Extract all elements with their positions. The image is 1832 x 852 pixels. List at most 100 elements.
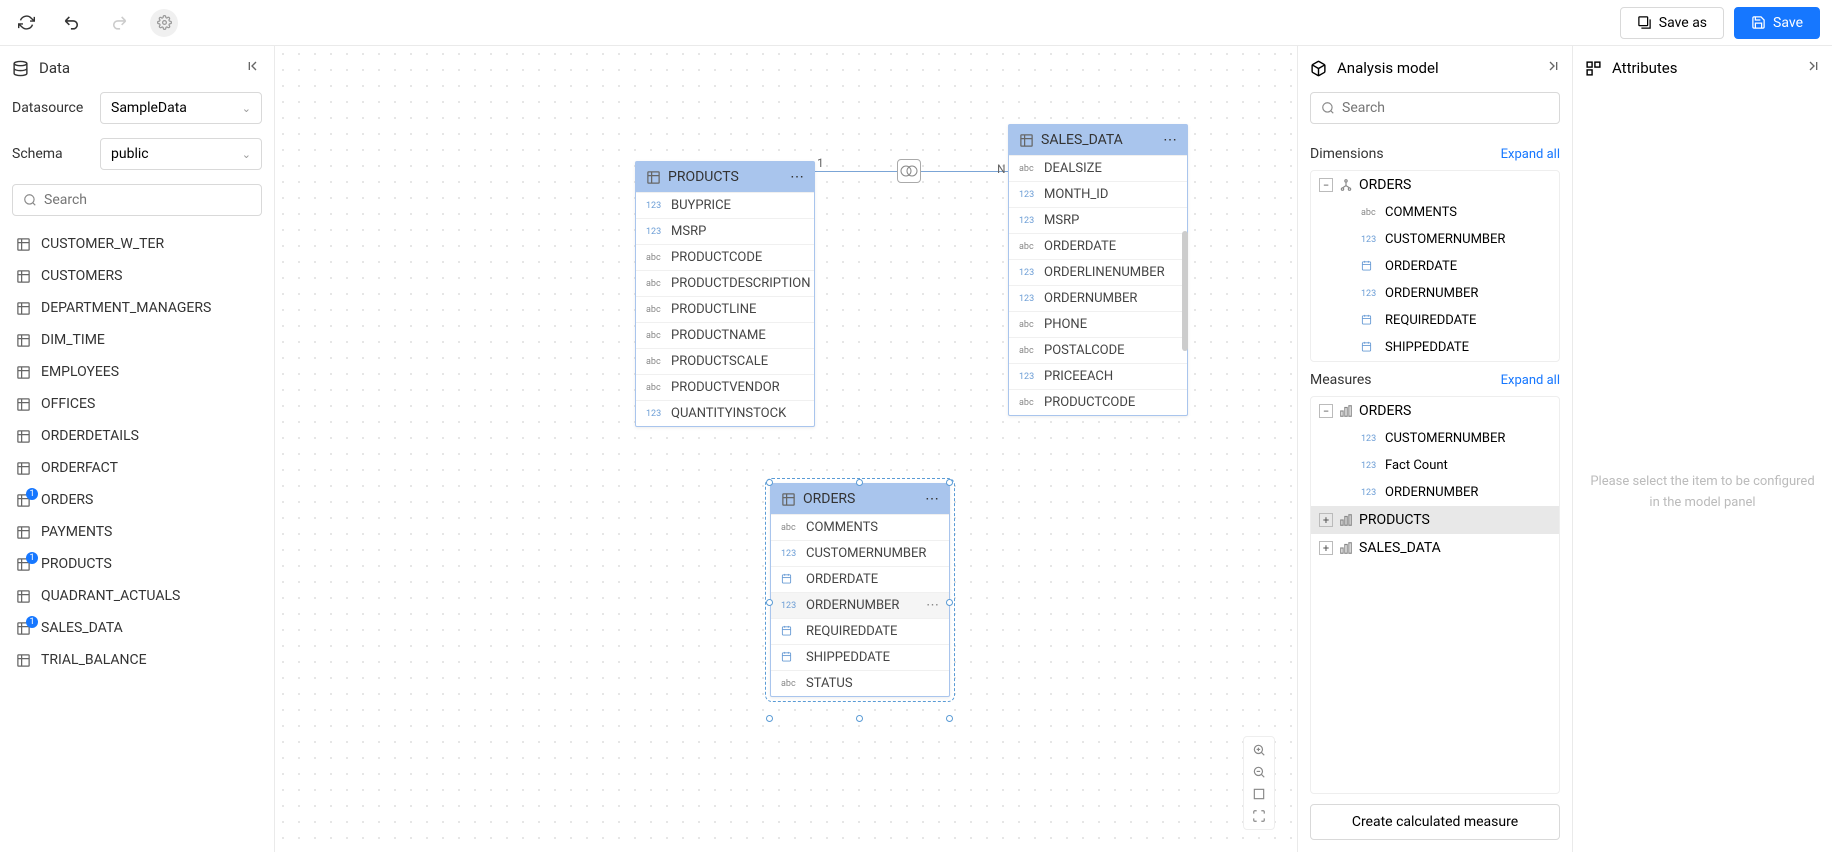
entity-field[interactable]: 123ORDERNUMBER⋯ [771,592,949,618]
expand-icon[interactable]: + [1319,541,1333,555]
tree-node-orders-m[interactable]: −ORDERS [1311,397,1559,425]
entity-field[interactable]: abcSTATUS [771,670,949,696]
entity-field[interactable]: abcPHONE [1009,311,1187,337]
collapse-icon[interactable]: − [1319,178,1333,192]
entity-header[interactable]: SALES_DATA⋯ [1009,125,1187,155]
tree-node-sales-m[interactable]: +SALES_DATA [1311,534,1559,562]
create-calculated-measure-button[interactable]: Create calculated measure [1310,804,1560,840]
entity-field[interactable]: abcPRODUCTVENDOR [636,374,814,400]
fit-button[interactable] [1248,785,1270,803]
collapse-icon[interactable]: − [1319,404,1333,418]
field-more-icon[interactable]: ⋯ [926,598,939,613]
table-item[interactable]: TRIAL_BALANCE [12,644,262,676]
entity-header[interactable]: ORDERS⋯ [771,484,949,514]
table-item[interactable]: QUADRANT_ACTUALS [12,580,262,612]
entity-field[interactable]: abcDEALSIZE [1009,155,1187,181]
collapse-attributes-icon[interactable] [1804,58,1820,78]
tree-node-child[interactable]: ORDERDATE [1311,253,1559,280]
table-item[interactable]: DIM_TIME [12,324,262,356]
entity-field[interactable]: abcPRODUCTCODE [1009,389,1187,415]
table-item[interactable]: ORDERFACT [12,452,262,484]
table-item[interactable]: DEPARTMENT_MANAGERS [12,292,262,324]
selection-handle[interactable] [946,599,953,606]
entity-more-icon[interactable]: ⋯ [790,169,804,185]
selection-handle[interactable] [946,715,953,722]
entity-more-icon[interactable]: ⋯ [1163,132,1177,148]
entity-scrollbar[interactable] [1182,231,1188,351]
entity-more-icon[interactable]: ⋯ [925,491,939,507]
table-item[interactable]: CUSTOMERS [12,260,262,292]
tree-node-child[interactable]: 123CUSTOMERNUMBER [1311,425,1559,452]
zoom-out-button[interactable] [1248,763,1270,781]
selection-handle[interactable] [766,599,773,606]
tree-node-child[interactable]: abcCOMMENTS [1311,199,1559,226]
entity-orders[interactable]: ORDERS⋯abcCOMMENTS123CUSTOMERNUMBERORDER… [770,483,950,697]
expand-icon[interactable]: + [1319,513,1333,527]
entity-field[interactable]: abcPRODUCTCODE [636,244,814,270]
search-input[interactable] [44,192,251,208]
tree-node-child[interactable]: SHIPPEDDATE [1311,334,1559,361]
entity-sales_data[interactable]: SALES_DATA⋯abcDEALSIZE123MONTH_ID123MSRP… [1008,124,1188,416]
connection-join-icon[interactable] [897,159,921,183]
tree-node-child[interactable]: 123ORDERNUMBER [1311,280,1559,307]
entity-field[interactable]: abcPRODUCTSCALE [636,348,814,374]
collapse-sidebar-icon[interactable] [246,58,262,78]
schema-select[interactable]: public ⌄ [100,138,262,170]
table-item[interactable]: ORDERS1 [12,484,262,516]
save-as-button[interactable]: Save as [1620,7,1724,39]
entity-field[interactable]: abcPRODUCTDESCRIPTION [636,270,814,296]
table-item[interactable]: SALES_DATA1 [12,612,262,644]
settings-button[interactable] [150,9,178,37]
tree-node-child[interactable]: 123ORDERNUMBER [1311,479,1559,506]
analysis-search[interactable] [1310,92,1560,124]
entity-field[interactable]: 123MSRP [636,218,814,244]
entity-field[interactable]: SHIPPEDDATE [771,644,949,670]
sidebar-search[interactable] [12,184,262,216]
canvas[interactable]: 1 N PRODUCTS⋯123BUYPRICE123MSRPabcPRODUC… [275,46,1297,852]
undo-button[interactable] [58,9,86,37]
entity-field[interactable]: REQUIREDDATE [771,618,949,644]
entity-field[interactable]: 123BUYPRICE [636,192,814,218]
tree-node-child[interactable]: 123CUSTOMERNUMBER [1311,226,1559,253]
reset-button[interactable] [1248,807,1270,825]
table-item[interactable]: CUSTOMER_W_TER [12,228,262,260]
tree-node-products-m[interactable]: +PRODUCTS [1311,506,1559,534]
entity-field[interactable]: abcPOSTALCODE [1009,337,1187,363]
entity-field[interactable]: abcPRODUCTNAME [636,322,814,348]
analysis-search-input[interactable] [1342,100,1549,116]
entity-field[interactable]: ORDERDATE [771,566,949,592]
save-button[interactable]: Save [1734,7,1820,39]
tree-node-orders[interactable]: −ORDERS [1311,171,1559,199]
entity-field[interactable]: 123ORDERNUMBER [1009,285,1187,311]
selection-handle[interactable] [856,479,863,486]
entity-field[interactable]: 123PRICEEACH [1009,363,1187,389]
table-item[interactable]: ORDERDETAILS [12,420,262,452]
refresh-button[interactable] [12,9,40,37]
entity-field[interactable]: 123QUANTITYINSTOCK [636,400,814,426]
table-item[interactable]: PAYMENTS [12,516,262,548]
zoom-in-button[interactable] [1248,741,1270,759]
redo-button[interactable] [104,9,132,37]
datasource-select[interactable]: SampleData ⌄ [100,92,262,124]
entity-field[interactable]: abcPRODUCTLINE [636,296,814,322]
selection-handle[interactable] [856,715,863,722]
selection-handle[interactable] [766,479,773,486]
table-item[interactable]: PRODUCTS1 [12,548,262,580]
entity-header[interactable]: PRODUCTS⋯ [636,162,814,192]
entity-field[interactable]: abcORDERDATE [1009,233,1187,259]
tree-node-child[interactable]: 123Fact Count [1311,452,1559,479]
selection-handle[interactable] [766,715,773,722]
table-item[interactable]: EMPLOYEES [12,356,262,388]
entity-field[interactable]: 123ORDERLINENUMBER [1009,259,1187,285]
entity-field[interactable]: 123MONTH_ID [1009,181,1187,207]
table-item[interactable]: OFFICES [12,388,262,420]
entity-field[interactable]: 123MSRP [1009,207,1187,233]
entity-field[interactable]: abcCOMMENTS [771,514,949,540]
entity-products[interactable]: PRODUCTS⋯123BUYPRICE123MSRPabcPRODUCTCOD… [635,161,815,427]
collapse-analysis-icon[interactable] [1544,58,1560,78]
selection-handle[interactable] [946,479,953,486]
entity-field[interactable]: 123CUSTOMERNUMBER [771,540,949,566]
tree-node-child[interactable]: REQUIREDDATE [1311,307,1559,334]
measures-expand-all[interactable]: Expand all [1501,373,1560,388]
dimensions-expand-all[interactable]: Expand all [1501,147,1560,162]
